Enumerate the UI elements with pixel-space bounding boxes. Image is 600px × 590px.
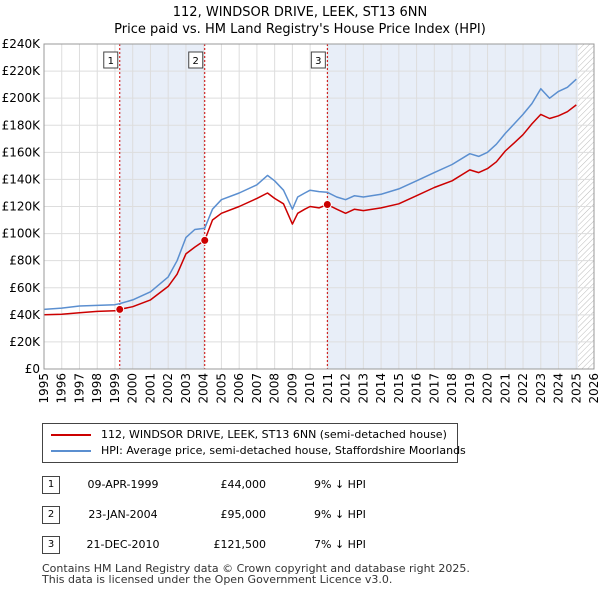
footer: Contains HM Land Registry data © Crown c… [42,563,470,585]
x-tick-label: 2006 [232,373,246,404]
y-tick-label: £200K [2,91,42,105]
x-tick-label: 2025 [569,373,583,404]
legend-item-hpi: HPI: Average price, semi-detached house,… [51,443,466,459]
sale-point [322,199,332,209]
legend-swatch-property [51,434,91,436]
sale-hpi-diff: 9% ↓ HPI [314,508,366,521]
y-tick-label: £160K [2,145,42,159]
sale-label-number: 1 [108,56,114,67]
sale-hpi-diff: 9% ↓ HPI [314,478,366,491]
property-line [43,104,577,316]
x-tick-label: 2001 [143,373,157,404]
x-tick-label: 2014 [374,373,388,404]
x-tick-label: 2020 [481,373,495,404]
y-tick-label: £220K [2,64,42,78]
x-tick-label: 2012 [339,373,353,404]
x-tick-label: 2011 [321,373,335,404]
x-tick-label: 2019 [463,373,477,404]
sale-number: 1 [42,476,60,494]
legend-item-property: 112, WINDSOR DRIVE, LEEK, ST13 6NN (semi… [51,427,447,443]
y-tick-label: £140K [2,172,42,186]
price-chart: £0 £20K £40K £60K £80K £100K £120K £140K £160K £1… [2,37,600,404]
y-tick-label: £80K [9,254,41,268]
sale-label-box [310,51,326,69]
x-tick-label: 2002 [161,373,175,404]
y-tick-label: £240K [2,37,42,51]
footer-line-2: This data is licensed under the Open Gov… [42,573,393,586]
x-tick-label: 2010 [303,373,317,404]
sale-number: 2 [42,506,60,524]
x-tick-label: 2000 [126,373,140,404]
sale-label-box [103,51,119,69]
x-tick-label: 1999 [108,373,122,404]
sale-label-number: 3 [315,56,321,67]
x-tick-label: 2026 [587,373,600,404]
sale-price: £44,000 [220,478,267,491]
x-tick-label: 1998 [90,373,104,404]
sale-date: 21-DEC-2010 [86,538,160,551]
title-line-2: Price paid vs. HM Land Registry's House … [114,22,486,37]
x-tick-label: 2024 [552,373,566,404]
sale-label-number: 2 [193,56,199,67]
x-tick-label: 2022 [516,373,530,404]
sale-point [115,304,125,314]
x-tick-label: 2003 [179,373,193,404]
sale-price: £121,500 [213,538,267,551]
sale-date: 23-JAN-2004 [88,508,158,521]
x-tick-label: 2017 [427,373,441,404]
x-tick-label: 2005 [214,373,228,404]
x-tick-label: 2018 [445,373,459,404]
hpi-line [43,78,577,311]
y-tick-label: £100K [2,227,42,241]
plot-frame [43,43,595,370]
x-tick-label: 2016 [410,373,424,404]
x-tick-label: 2004 [197,373,211,404]
legend-label-hpi: HPI: Average price, semi-detached house,… [101,444,466,457]
x-tick-label: 2023 [534,373,548,404]
x-tick-label: 1996 [55,373,69,404]
y-tick-label: £120K [2,200,42,214]
sale-price: £95,000 [220,508,267,521]
x-tick-label: 2008 [268,373,282,404]
sale-date: 09-APR-1999 [87,478,159,491]
y-tick-label: £180K [2,118,42,132]
legend-label-property: 112, WINDSOR DRIVE, LEEK, ST13 6NN (semi… [101,428,447,441]
sale-label-box [188,51,204,69]
x-tick-label: 2009 [285,373,299,404]
footer-line-1: Contains HM Land Registry data © Crown c… [42,562,470,575]
x-tick-label: 2013 [356,373,370,404]
title-line-1: 112, WINDSOR DRIVE, LEEK, ST13 6NN [172,5,428,20]
chart-title: 112, WINDSOR DRIVE, LEEK, ST13 6NN Price… [0,4,600,38]
sale-number: 3 [42,536,60,554]
y-tick-label: £60K [9,281,41,295]
y-tick-label: £20K [9,335,41,349]
x-tick-label: 2007 [250,373,264,404]
legend: 112, WINDSOR DRIVE, LEEK, ST13 6NN (semi… [42,423,466,463]
x-tick-label: 2021 [498,373,512,404]
sale-point [200,235,210,245]
x-tick-label: 1995 [37,373,51,404]
sale-hpi-diff: 7% ↓ HPI [314,538,366,551]
x-tick-label: 1997 [72,373,86,404]
x-tick-label: 2015 [392,373,406,404]
y-tick-label: £0 [25,362,40,376]
legend-swatch-hpi [51,450,91,452]
y-tick-label: £40K [9,308,41,322]
